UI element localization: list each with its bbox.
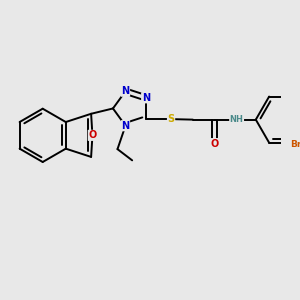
Text: O: O [211,139,219,148]
Text: O: O [88,130,97,140]
Text: N: N [122,86,130,96]
Text: Br: Br [291,140,300,148]
Text: NH: NH [230,115,244,124]
Text: S: S [167,114,175,124]
Text: N: N [122,121,130,131]
Text: N: N [142,93,150,103]
